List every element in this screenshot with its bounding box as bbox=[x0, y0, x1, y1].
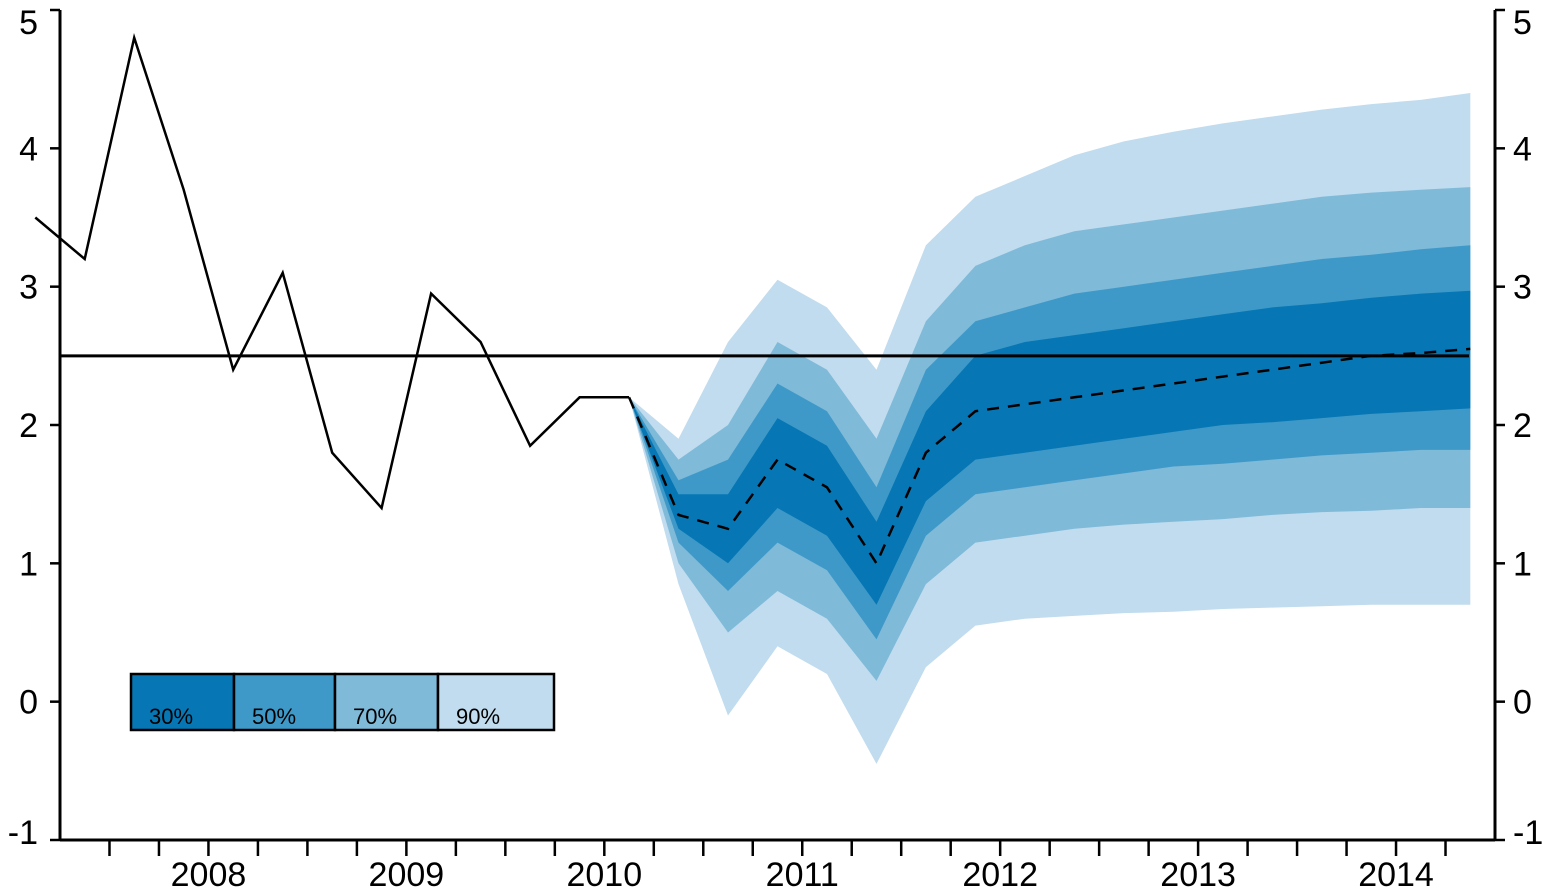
x-tick-label: 2013 bbox=[1160, 856, 1236, 891]
legend-label: 90% bbox=[456, 704, 500, 729]
y-tick-label-left: 2 bbox=[19, 407, 38, 445]
y-tick-label-left: 3 bbox=[19, 269, 38, 307]
y-tick-label-right: 3 bbox=[1513, 269, 1532, 307]
legend-swatch-70pct bbox=[333, 672, 440, 732]
x-tick-label: 2014 bbox=[1358, 856, 1434, 891]
band-30pct bbox=[629, 290, 1471, 605]
x-tick-label: 2010 bbox=[566, 856, 642, 891]
x-tick-label: 2012 bbox=[962, 856, 1038, 891]
history-line bbox=[34, 32, 630, 511]
confidence-bands bbox=[629, 93, 1471, 764]
projection-median-line bbox=[627, 347, 1471, 566]
y-tick-label-right: 5 bbox=[1513, 4, 1532, 42]
y-tick-label-left: -1 bbox=[8, 814, 38, 852]
legend-swatch-90pct bbox=[436, 672, 556, 732]
y-tick-label-left: 4 bbox=[19, 130, 38, 168]
y-tick-label-left: 1 bbox=[19, 545, 38, 583]
x-tick-label: 2009 bbox=[369, 856, 445, 891]
y-tick-label-right: 1 bbox=[1513, 545, 1532, 583]
legend-swatch-30pct bbox=[129, 672, 236, 732]
axes: -1 -1 0 0 1 1 2 2 3 3 4 4 5 5 2008 2009 2010 2011 2012 2013… bbox=[8, 4, 1543, 894]
legend-swatch-50pct bbox=[232, 672, 337, 732]
y-tick-label-left: 5 bbox=[19, 4, 38, 42]
y-tick-label-right: -1 bbox=[1513, 814, 1543, 852]
x-tick-label: 2008 bbox=[171, 856, 247, 891]
legend-label: 30% bbox=[149, 704, 193, 729]
legend: 30% 50% 70% 90% bbox=[129, 672, 556, 732]
y-tick-label-right: 2 bbox=[1513, 407, 1532, 445]
y-tick-label-right: 0 bbox=[1513, 684, 1532, 722]
y-tick-label-left: 0 bbox=[19, 684, 38, 722]
y-tick-label-right: 4 bbox=[1513, 130, 1532, 168]
legend-label: 50% bbox=[252, 704, 296, 729]
series-lines bbox=[34, 32, 1471, 566]
legend-label: 70% bbox=[353, 704, 397, 729]
x-tick-label: 2011 bbox=[766, 856, 839, 891]
